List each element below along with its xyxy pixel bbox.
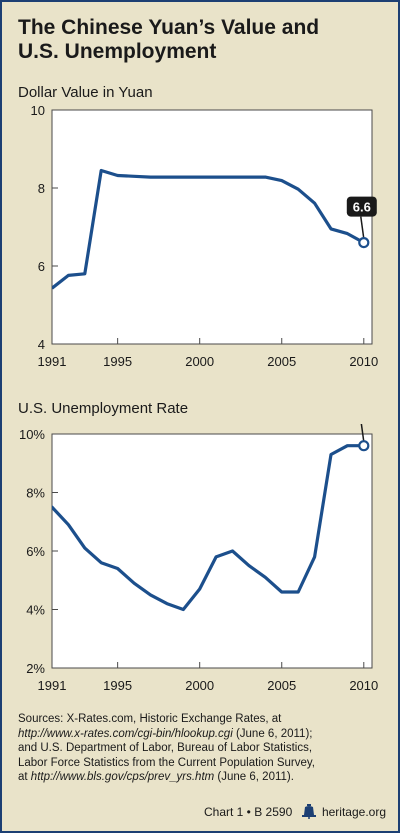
yuan-x-tick-label: 2010: [349, 354, 378, 369]
chart-id: Chart 1 • B 2590: [204, 805, 293, 819]
yuan-x-tick-label: 2005: [267, 354, 296, 369]
unemployment-end-point: [358, 440, 370, 452]
yuan-x-tick-label: 1995: [103, 354, 132, 369]
unemployment-x-tick-label: 1991: [38, 678, 67, 693]
yuan-series-line: [52, 168, 365, 290]
site-link[interactable]: heritage.org: [321, 805, 386, 819]
unemployment-x-tick-label: 2005: [267, 678, 296, 693]
yuan-end-point: [358, 237, 370, 249]
yuan-chart: 4 6 8 10 1991 1995 2000 2005 2010 6.6: [31, 103, 379, 369]
yuan-y-tick-label: 8: [38, 181, 45, 196]
chart1-title: Dollar Value in Yuan: [18, 84, 153, 101]
unemployment-y-tick-label: 6%: [26, 544, 45, 559]
yuan-plot-area: [51, 109, 373, 345]
unemployment-plot-area: [51, 433, 373, 669]
sources-text-4: Labor Force Statistics from the Current …: [18, 756, 316, 769]
sources-note: Sources: X-Rates.com, Historic Exchange …: [18, 712, 388, 785]
sources-label: Sources:: [18, 713, 64, 725]
yuan-y-tick-label: 4: [38, 337, 45, 352]
title-line-1: The Chinese Yuan’s Value and: [18, 16, 320, 39]
sources-text-6: (June 6, 2011).: [214, 771, 294, 783]
title-line-2: U.S. Unemployment: [18, 40, 217, 63]
yuan-callout-pointer: [360, 216, 365, 239]
unemployment-y-tick-label: 10%: [19, 427, 45, 442]
yuan-x-tick-label: 2000: [185, 354, 214, 369]
sources-url-2[interactable]: http://www.bls.gov/cps/prev_yrs.htm: [30, 771, 215, 783]
sources-text-1: X-Rates.com, Historic Exchange Rates, at: [63, 713, 282, 725]
unemployment-x-tick-label: 2000: [185, 678, 214, 693]
sources-text-2: (June 6, 2011);: [232, 727, 313, 740]
unemployment-y-tick-label: 8%: [26, 486, 45, 501]
chart2-title: U.S. Unemployment Rate: [18, 400, 189, 417]
yuan-y-tick-label: 10: [31, 103, 45, 118]
page-title: The Chinese Yuan’s Value and U.S. Unempl…: [18, 16, 378, 64]
yuan-callout-label: 6.6: [353, 200, 371, 215]
sources-url-1[interactable]: http://www.x-rates.com/cgi-bin/hlookup.c…: [18, 727, 233, 740]
unemployment-series-line: [52, 444, 364, 612]
footer: Chart 1 • B 2590 heritage.org: [204, 804, 386, 822]
unemployment-callout-pointer: [360, 424, 365, 442]
yuan-callout-box: [346, 196, 377, 217]
yuan-y-tick-label: 6: [38, 259, 45, 274]
unemployment-y-tick-label: 2%: [26, 661, 45, 676]
liberty-bell-icon: [301, 804, 316, 822]
unemployment-x-tick-label: 2010: [349, 678, 378, 693]
unemployment-y-tick-label: 4%: [26, 603, 45, 618]
yuan-x-tick-label: 1991: [38, 354, 67, 369]
sources-text-5: at: [18, 771, 31, 783]
sources-text-3: and U.S. Department of Labor, Bureau of …: [18, 742, 313, 754]
unemployment-x-tick-label: 1995: [103, 678, 132, 693]
unemployment-chart: 2%4%6%8%10%199119952000200520109.6%: [19, 424, 378, 693]
